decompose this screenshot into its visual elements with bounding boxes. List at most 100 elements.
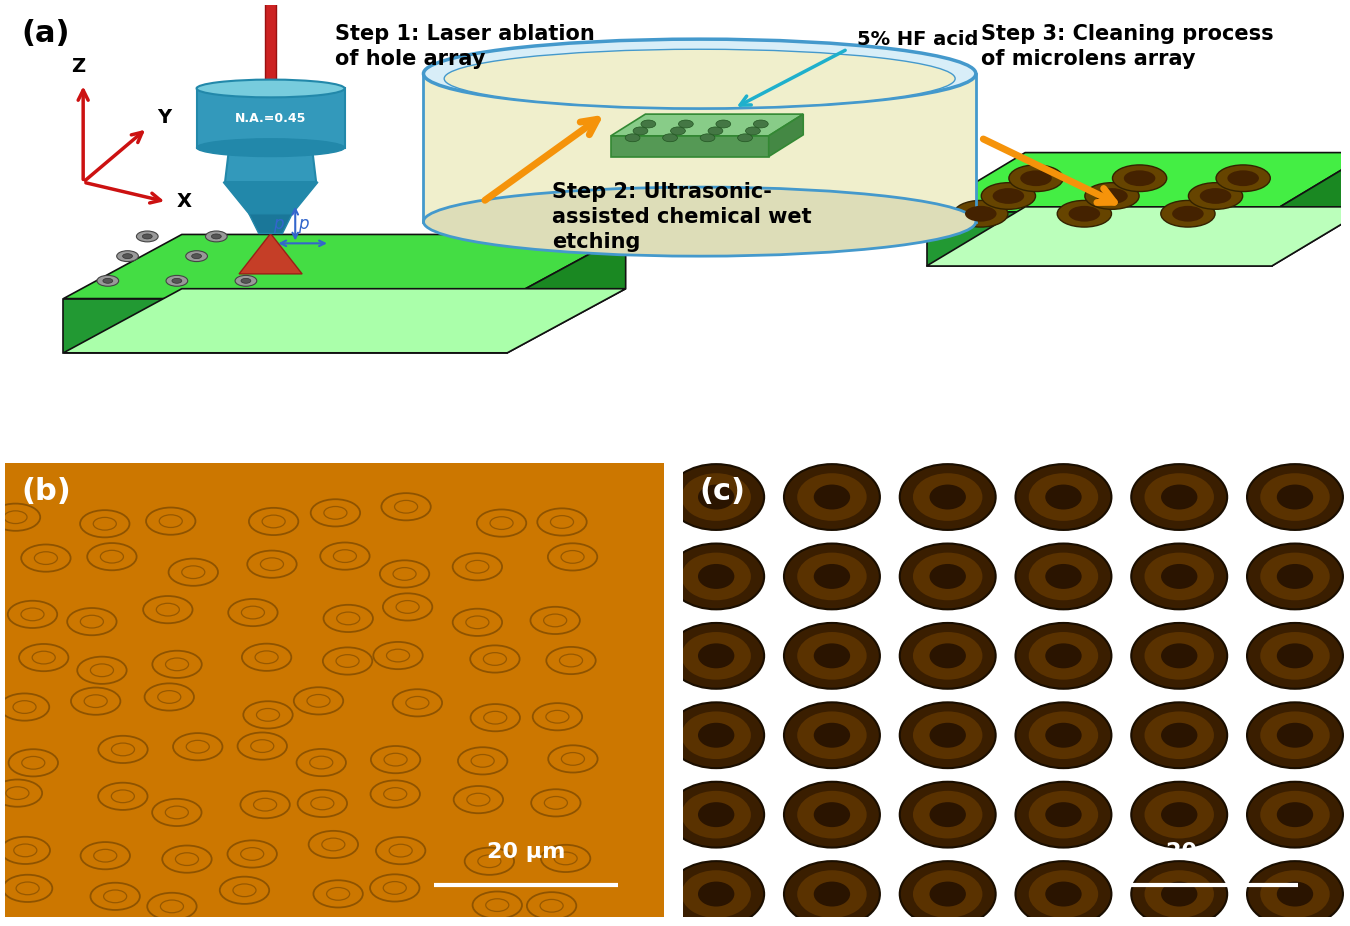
Ellipse shape (1015, 464, 1111, 530)
Ellipse shape (745, 127, 760, 135)
Ellipse shape (1045, 644, 1081, 669)
Ellipse shape (242, 279, 251, 283)
Ellipse shape (166, 275, 188, 286)
Polygon shape (1272, 153, 1350, 266)
Ellipse shape (798, 473, 867, 520)
Ellipse shape (625, 134, 640, 142)
Ellipse shape (1161, 564, 1197, 589)
Ellipse shape (212, 234, 221, 239)
Ellipse shape (668, 464, 764, 530)
Ellipse shape (1021, 170, 1052, 186)
Ellipse shape (698, 802, 734, 827)
Ellipse shape (798, 870, 867, 918)
Ellipse shape (798, 711, 867, 759)
Ellipse shape (136, 231, 158, 242)
Ellipse shape (1015, 861, 1111, 926)
Ellipse shape (953, 200, 1008, 227)
Ellipse shape (1247, 544, 1343, 609)
Ellipse shape (1131, 544, 1227, 609)
Ellipse shape (633, 127, 648, 135)
Text: 5% HF acid: 5% HF acid (857, 30, 979, 49)
Ellipse shape (1045, 564, 1081, 589)
Ellipse shape (1131, 464, 1227, 530)
Polygon shape (612, 114, 803, 136)
Ellipse shape (1145, 711, 1214, 759)
Ellipse shape (698, 644, 734, 669)
Ellipse shape (197, 80, 344, 97)
Ellipse shape (899, 782, 996, 847)
Polygon shape (63, 298, 508, 353)
Ellipse shape (784, 782, 880, 847)
Polygon shape (197, 89, 344, 147)
Ellipse shape (698, 484, 734, 509)
Ellipse shape (197, 139, 344, 156)
Ellipse shape (1247, 464, 1343, 530)
Ellipse shape (641, 120, 656, 128)
Ellipse shape (1045, 484, 1081, 509)
Ellipse shape (1085, 182, 1139, 209)
Ellipse shape (1029, 473, 1098, 520)
Ellipse shape (1096, 188, 1127, 204)
Polygon shape (926, 206, 1350, 266)
Polygon shape (5, 463, 664, 917)
Ellipse shape (668, 702, 764, 769)
Polygon shape (612, 136, 768, 156)
Ellipse shape (1029, 791, 1098, 838)
Polygon shape (63, 289, 625, 353)
Ellipse shape (698, 564, 734, 589)
Ellipse shape (682, 473, 751, 520)
Ellipse shape (205, 231, 227, 242)
Ellipse shape (1247, 702, 1343, 769)
Ellipse shape (1277, 802, 1314, 827)
Ellipse shape (235, 275, 256, 286)
Ellipse shape (1145, 473, 1214, 520)
Ellipse shape (913, 791, 983, 838)
Text: Z: Z (72, 56, 85, 76)
Ellipse shape (930, 564, 965, 589)
Ellipse shape (1145, 791, 1214, 838)
Ellipse shape (1008, 165, 1064, 192)
Ellipse shape (698, 723, 734, 747)
Ellipse shape (1123, 170, 1156, 186)
Ellipse shape (682, 553, 751, 600)
Polygon shape (239, 233, 302, 274)
Ellipse shape (913, 870, 983, 918)
Ellipse shape (814, 802, 850, 827)
Text: Step 2: Ultrasonic-
assisted chemical wet
etching: Step 2: Ultrasonic- assisted chemical we… (552, 182, 811, 252)
Ellipse shape (913, 473, 983, 520)
Ellipse shape (1045, 723, 1081, 747)
Ellipse shape (784, 544, 880, 609)
Ellipse shape (1029, 711, 1098, 759)
Ellipse shape (171, 279, 182, 283)
Ellipse shape (701, 134, 716, 142)
Ellipse shape (798, 553, 867, 600)
Ellipse shape (1227, 170, 1260, 186)
Ellipse shape (981, 182, 1035, 209)
Ellipse shape (1029, 870, 1098, 918)
Ellipse shape (1131, 782, 1227, 847)
Ellipse shape (1161, 723, 1197, 747)
Text: 20 μm: 20 μm (1166, 843, 1245, 862)
Ellipse shape (965, 206, 996, 221)
Ellipse shape (930, 882, 965, 907)
Text: N.A.=0.45: N.A.=0.45 (235, 111, 306, 125)
Polygon shape (768, 114, 803, 156)
Ellipse shape (1261, 632, 1330, 680)
Ellipse shape (1277, 644, 1314, 669)
Ellipse shape (899, 464, 996, 530)
Ellipse shape (992, 188, 1025, 204)
Text: (a): (a) (22, 19, 69, 48)
Ellipse shape (1277, 723, 1314, 747)
Ellipse shape (1261, 870, 1330, 918)
Ellipse shape (1200, 188, 1231, 204)
Ellipse shape (1029, 632, 1098, 680)
Ellipse shape (1029, 553, 1098, 600)
Ellipse shape (424, 187, 976, 257)
Ellipse shape (707, 127, 722, 135)
Ellipse shape (103, 279, 113, 283)
Ellipse shape (142, 234, 153, 239)
Ellipse shape (682, 791, 751, 838)
Ellipse shape (116, 251, 139, 261)
Text: Step 3: Cleaning process
of microlens array: Step 3: Cleaning process of microlens ar… (981, 24, 1273, 69)
Ellipse shape (913, 553, 983, 600)
